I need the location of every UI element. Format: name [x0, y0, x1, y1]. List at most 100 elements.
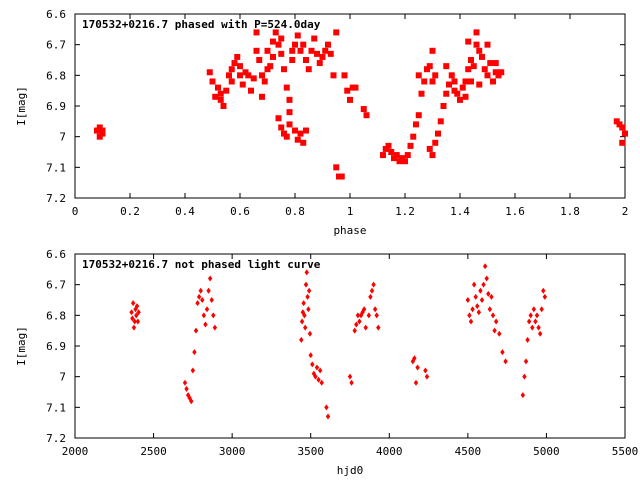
phased-data-point [314, 50, 320, 57]
phased-data-point [281, 66, 287, 73]
phased-data-point [413, 121, 419, 128]
unphased-data-point [481, 281, 486, 288]
unphased-data-point [470, 306, 475, 313]
unphased-data-point [319, 379, 324, 386]
phased-data-point [330, 72, 337, 79]
phased-data-point [410, 133, 417, 140]
phased-data-point [292, 127, 298, 134]
phased-data-point [278, 35, 285, 42]
phased-data-point [319, 53, 326, 60]
unphased-data-point [211, 312, 216, 319]
unphased-data-point [206, 287, 211, 294]
unphased-data-point [368, 293, 373, 300]
unphased-data-point [129, 309, 134, 316]
unphased-data-point [361, 306, 367, 313]
unphased-data-point [349, 379, 354, 386]
phased-data-point [363, 112, 370, 119]
unphased-data-point [372, 306, 378, 313]
unphased-y-tick-label: 6.9 [46, 340, 66, 353]
phased-data-point [462, 93, 469, 100]
phased-data-point [237, 63, 243, 70]
unphased-data-point [484, 275, 489, 282]
phased-chart-title: 170532+0216.7 phased with P=524.0day [82, 18, 321, 31]
phased-data-point [347, 96, 353, 103]
unphased-x-tick-label: 2500 [140, 445, 167, 458]
phased-data-point [443, 63, 450, 70]
unphased-data-point [200, 297, 205, 303]
unphased-data-point [314, 364, 320, 371]
unphased-data-point [493, 318, 499, 325]
phased-y-tick-label: 6.8 [46, 69, 66, 82]
unphased-data-point [363, 324, 368, 331]
phased-x-tick-label: 1.6 [505, 205, 525, 218]
phased-data-point [492, 69, 499, 76]
phased-data-point [289, 57, 296, 63]
unphased-data-point [209, 297, 214, 303]
phased-data-point [226, 72, 232, 79]
unphased-data-point [317, 367, 323, 374]
phased-y-tick-label: 7 [59, 131, 66, 144]
unphased-data-point [476, 309, 482, 316]
unphased-x-axis-label: hjd0 [337, 464, 364, 477]
unphased-data-point [412, 355, 417, 362]
unphased-data-point [207, 275, 213, 282]
phased-x-tick-label: 0.8 [285, 205, 305, 218]
phased-data-point [239, 81, 246, 88]
phased-data-point [619, 124, 626, 131]
unphased-data-point [500, 349, 505, 356]
phased-data-point [448, 72, 455, 79]
phased-data-point [470, 63, 477, 70]
unphased-y-axis-label: I[mag] [15, 326, 28, 366]
phased-data-point [278, 124, 285, 131]
unphased-data-point [533, 318, 538, 325]
unphased-data-point [523, 358, 529, 365]
unphased-data-point [130, 315, 135, 322]
phased-data-point [418, 90, 425, 97]
phased-data-point [429, 78, 436, 85]
phased-data-point [437, 118, 444, 125]
phased-data-point [462, 78, 469, 85]
phased-y-tick-label: 7.2 [46, 192, 66, 205]
phased-data-point [440, 103, 447, 109]
phased-data-point [316, 60, 323, 67]
phased-data-point [96, 133, 103, 140]
unphased-data-point [310, 361, 315, 368]
phased-data-point [457, 96, 463, 103]
phased-data-point [443, 90, 450, 97]
unphased-data-point [352, 327, 357, 334]
unphased-data-point [204, 306, 210, 313]
phased-data-point [446, 81, 452, 88]
unphased-x-tick-label: 3500 [297, 445, 324, 458]
phased-x-tick-label: 1.2 [395, 205, 415, 218]
unphased-data-point [424, 373, 430, 380]
unphased-data-point [195, 300, 200, 307]
phased-data-point [242, 69, 249, 76]
unphased-y-tick-label: 7 [59, 371, 66, 384]
unphased-data-point [374, 312, 379, 319]
unphased-x-tick-label: 3000 [219, 445, 246, 458]
phased-data-point [289, 47, 296, 54]
unphased-data-point [357, 318, 362, 325]
unphased-data-point [355, 312, 361, 319]
phased-y-tick-label: 6.6 [46, 8, 66, 21]
phased-light-curve-chart: 170532+0216.7 phased with P=524.0day pha… [15, 8, 628, 237]
unphased-data-point [468, 318, 474, 325]
unphased-x-tick-label: 5000 [533, 445, 560, 458]
unphased-data-point [415, 364, 420, 371]
phased-data-point [250, 75, 257, 82]
unphased-data-point [196, 293, 202, 300]
unphased-data-point [371, 281, 376, 288]
unphased-data-point [184, 385, 189, 392]
unphased-data-point [530, 324, 535, 331]
phased-data-point [270, 53, 276, 60]
phased-data-point [259, 72, 265, 79]
phased-x-tick-label: 1.8 [560, 205, 580, 218]
unphased-data-point [542, 293, 548, 300]
phased-data-point [352, 84, 359, 91]
phased-data-point [333, 29, 340, 36]
phased-data-point [404, 152, 411, 159]
phased-data-point [305, 66, 312, 73]
phased-data-point [270, 38, 276, 45]
phased-data-point [465, 66, 472, 73]
phased-data-point [424, 66, 430, 73]
